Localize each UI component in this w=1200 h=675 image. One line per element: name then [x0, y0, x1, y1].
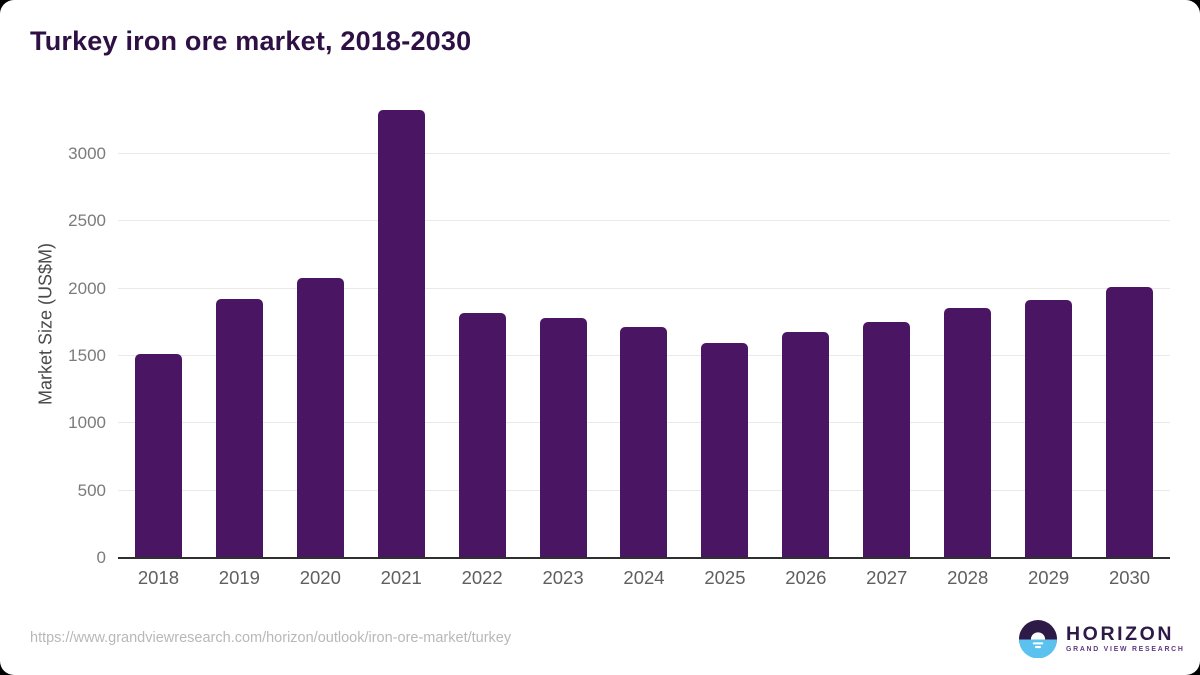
y-tick-3000: 3000 — [68, 143, 106, 163]
bar-2025 — [701, 343, 749, 558]
bar-2026 — [782, 332, 830, 558]
bar-series — [118, 90, 1170, 558]
x-tick-2025: 2025 — [704, 567, 746, 588]
brand-name: HORIZON — [1066, 623, 1175, 645]
bar-2023 — [539, 317, 587, 558]
x-axis-tick-labels: 2018 2019 2020 2021 2022 2023 2024 2025 2026 2027… — [118, 567, 1170, 589]
bar-cell-2023 — [523, 90, 604, 558]
x-tick-2028: 2028 — [947, 567, 989, 588]
x-tick-2018: 2018 — [137, 567, 180, 588]
brand-logo: HORIZON GRAND VIEW RESEARCH — [1019, 620, 1185, 658]
bar-cell-2025 — [684, 90, 765, 558]
y-tick-2500: 2500 — [68, 211, 106, 231]
bar-cell-2024 — [604, 90, 685, 558]
x-tick-2027: 2027 — [866, 567, 908, 588]
y-axis-tick-labels: 0 500 1000 1500 2000 2500 3000 — [0, 90, 106, 566]
bar-cell-2026 — [765, 90, 846, 558]
horizon-sun-circle-icon — [1019, 620, 1057, 658]
x-tick-2019: 2019 — [218, 567, 260, 588]
bar-cell-2021 — [361, 90, 442, 558]
bar-cell-2028 — [927, 90, 1008, 558]
bar-cell-2022 — [442, 90, 523, 558]
x-tick-2022: 2022 — [461, 567, 503, 588]
x-tick-2026: 2026 — [785, 567, 827, 588]
bar-2022 — [458, 312, 506, 558]
bar-2029 — [1025, 300, 1073, 558]
bar-cell-2027 — [846, 90, 927, 558]
bar-2020 — [296, 277, 344, 558]
bar-2027 — [863, 322, 911, 558]
y-tick-1500: 1500 — [68, 346, 106, 365]
bar-cell-2020 — [280, 90, 361, 558]
chart-title: Turkey iron ore market, 2018-2030 — [30, 26, 472, 56]
bar-2019 — [215, 298, 263, 558]
bar-2028 — [944, 308, 992, 558]
bar-2021 — [377, 110, 425, 558]
x-tick-2020: 2020 — [299, 567, 341, 588]
x-tick-2023: 2023 — [542, 567, 584, 588]
x-tick-2021: 2021 — [380, 567, 422, 588]
gridline-3000 — [118, 152, 1170, 154]
y-tick-0: 0 — [96, 548, 106, 567]
bar-cell-2019 — [199, 90, 280, 558]
bar-2018 — [134, 353, 182, 558]
x-tick-2029: 2029 — [1028, 567, 1070, 588]
gridline-2000 — [118, 287, 1170, 289]
source-url: https://www.grandviewresearch.com/horizo… — [30, 630, 512, 646]
bar-cell-2030 — [1089, 90, 1170, 558]
x-axis-line — [118, 557, 1170, 559]
y-tick-2000: 2000 — [68, 278, 106, 298]
x-tick-2030: 2030 — [1108, 567, 1151, 588]
brand-logo-text: HORIZON GRAND VIEW RESEARCH — [1066, 624, 1185, 654]
plot-area — [118, 90, 1170, 559]
y-tick-1000: 1000 — [68, 413, 106, 433]
bar-2030 — [1106, 286, 1154, 558]
x-tick-2024: 2024 — [623, 567, 665, 588]
bar-cell-2029 — [1008, 90, 1089, 558]
bar-cell-2018 — [118, 90, 199, 558]
brand-tagline: GRAND VIEW RESEARCH — [1066, 646, 1185, 653]
gridline-2500 — [118, 220, 1170, 222]
y-tick-500: 500 — [77, 480, 106, 500]
bar-2024 — [620, 327, 668, 558]
